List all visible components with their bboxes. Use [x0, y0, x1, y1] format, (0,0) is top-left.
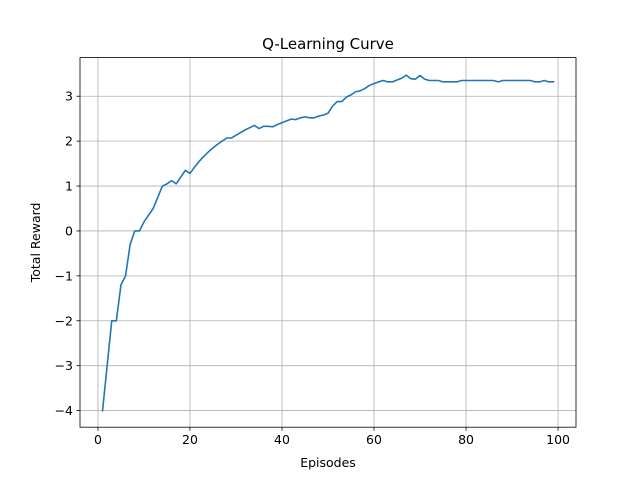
y-tick-label: −3 [55, 358, 73, 373]
y-axis-label: Total Reward [28, 203, 43, 284]
grid-lines [80, 57, 576, 428]
chart-title: Q-Learning Curve [262, 35, 394, 53]
x-axis-label: Episodes [300, 455, 356, 470]
y-tick-label: −4 [55, 403, 73, 418]
x-tick-label: 100 [546, 432, 570, 447]
y-tick-label: −2 [55, 313, 73, 328]
y-tick-label: 0 [65, 223, 73, 238]
y-axis-ticks: −4 −3 −2 −1 0 1 2 3 [55, 89, 80, 418]
y-tick-label: 1 [65, 179, 73, 194]
x-tick-label: 60 [366, 432, 382, 447]
x-tick-label: 20 [182, 432, 198, 447]
x-tick-label: 40 [274, 432, 290, 447]
x-tick-label: 80 [458, 432, 474, 447]
y-tick-label: 2 [65, 134, 73, 149]
y-tick-label: −1 [55, 268, 73, 283]
plot-area-frame [79, 57, 577, 428]
y-tick-label: 3 [65, 89, 73, 104]
series-group [101, 74, 555, 412]
x-tick-label: 0 [94, 432, 102, 447]
x-axis-ticks: 0 20 40 60 80 100 [94, 427, 570, 447]
reward-series-line [101, 74, 555, 412]
